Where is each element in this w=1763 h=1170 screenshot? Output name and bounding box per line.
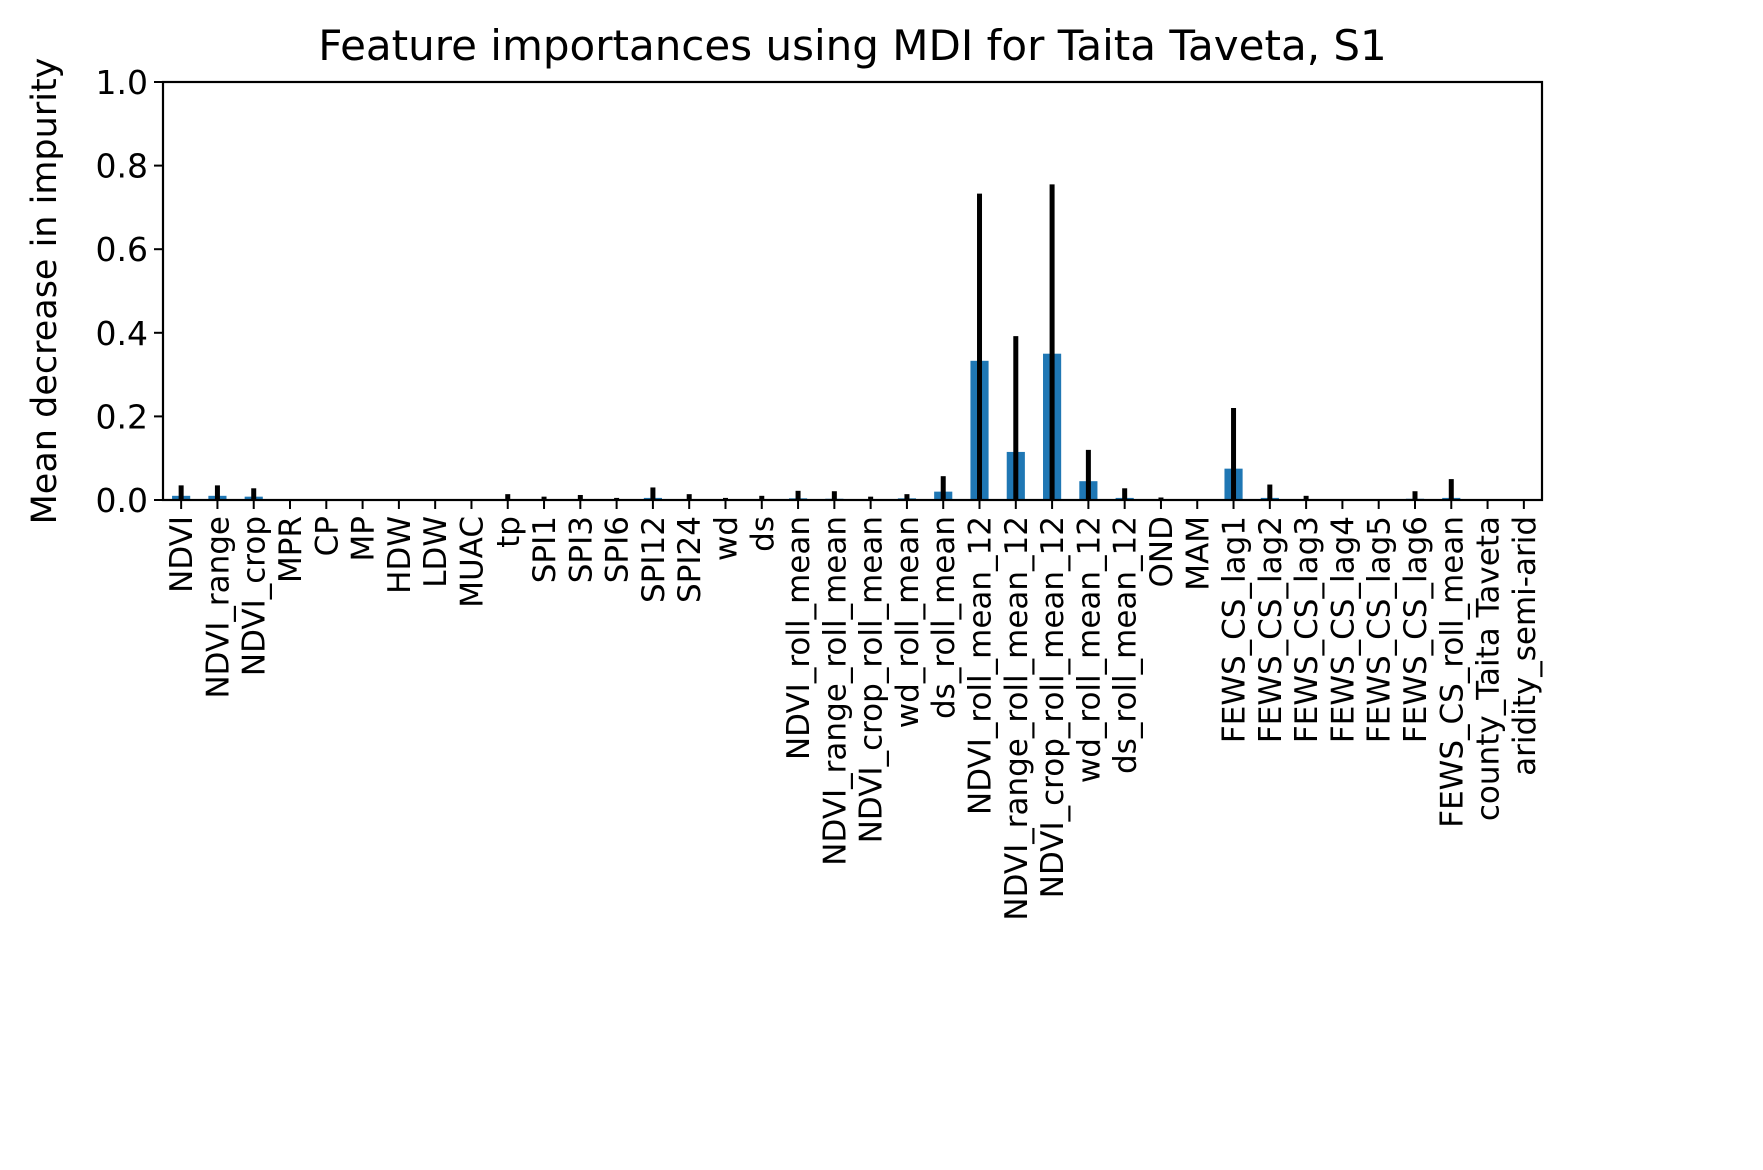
x-tick-label: CP — [309, 516, 345, 556]
x-tick-label: NDVI_range — [200, 516, 236, 699]
x-tick-label: NDVI_crop — [237, 516, 273, 676]
chart-title: Feature importances using MDI for Taita … — [318, 21, 1387, 70]
x-tick-label: ds_roll_mean — [926, 516, 962, 719]
y-tick-label: 1.0 — [96, 63, 148, 102]
x-tick-label: SPI24 — [672, 516, 708, 603]
x-tick-label: ds_roll_mean_12 — [1108, 516, 1144, 774]
x-tick-label: SPI12 — [636, 516, 672, 603]
x-tick-label: MAM — [1180, 516, 1216, 591]
x-tick-label: SPI6 — [600, 516, 636, 583]
bar-series — [172, 354, 1460, 500]
y-axis-ticks: 0.0 0.2 0.4 0.6 0.8 1.0 — [96, 63, 163, 520]
y-axis-label: Mean decrease in impurity — [25, 58, 65, 525]
y-tick-label: 0.2 — [96, 397, 148, 436]
x-tick-label: MPR — [273, 516, 309, 583]
x-tick-label: NDVI_crop_roll_mean — [854, 516, 890, 843]
x-tick-label: LDW — [418, 516, 454, 588]
x-tick-label: wd_roll_mean — [890, 516, 926, 728]
x-tick-label: aridity_semi-arid — [1507, 516, 1543, 776]
x-tick-label: MUAC — [454, 516, 490, 608]
x-tick-label: SPI3 — [563, 516, 599, 583]
x-tick-label: ds — [745, 516, 781, 552]
x-tick-label: FEWS_CS_lag4 — [1325, 516, 1361, 743]
x-tick-label: SPI1 — [527, 516, 563, 583]
x-tick-label: NDVI_range_roll_mean — [817, 516, 853, 866]
x-tick-label: FEWS_CS_lag1 — [1217, 516, 1253, 743]
x-tick-label: wd — [708, 516, 744, 561]
error-bars — [181, 184, 1451, 500]
y-tick-label: 0.6 — [96, 230, 148, 269]
y-tick-label: 0.8 — [96, 147, 148, 186]
x-tick-label: FEWS_CS_lag3 — [1289, 516, 1325, 743]
x-tick-label: tp — [491, 516, 527, 548]
x-tick-label: FEWS_CS_roll_mean — [1434, 516, 1470, 828]
x-tick-label: wd_roll_mean_12 — [1071, 516, 1107, 783]
plot-frame — [163, 82, 1542, 500]
x-tick-label: OND — [1144, 516, 1180, 587]
x-tick-label: FEWS_CS_lag6 — [1398, 516, 1434, 743]
x-tick-label: NDVI — [164, 516, 200, 593]
x-tick-label: HDW — [382, 516, 418, 594]
x-tick-label: NDVI_roll_mean — [781, 516, 817, 760]
y-tick-label: 0.0 — [96, 481, 148, 520]
x-tick-label: NDVI_range_roll_mean_12 — [999, 516, 1035, 921]
x-tick-label: MP — [346, 516, 382, 561]
y-tick-label: 0.4 — [96, 314, 148, 353]
x-tick-label: FEWS_CS_lag2 — [1253, 516, 1289, 743]
x-tick-label: NDVI_roll_mean_12 — [963, 516, 999, 815]
x-tick-label: NDVI_crop_roll_mean_12 — [1035, 516, 1071, 898]
x-tick-label: FEWS_CS_lag5 — [1362, 516, 1398, 743]
x-tick-label: county_Taita Taveta — [1471, 516, 1507, 821]
